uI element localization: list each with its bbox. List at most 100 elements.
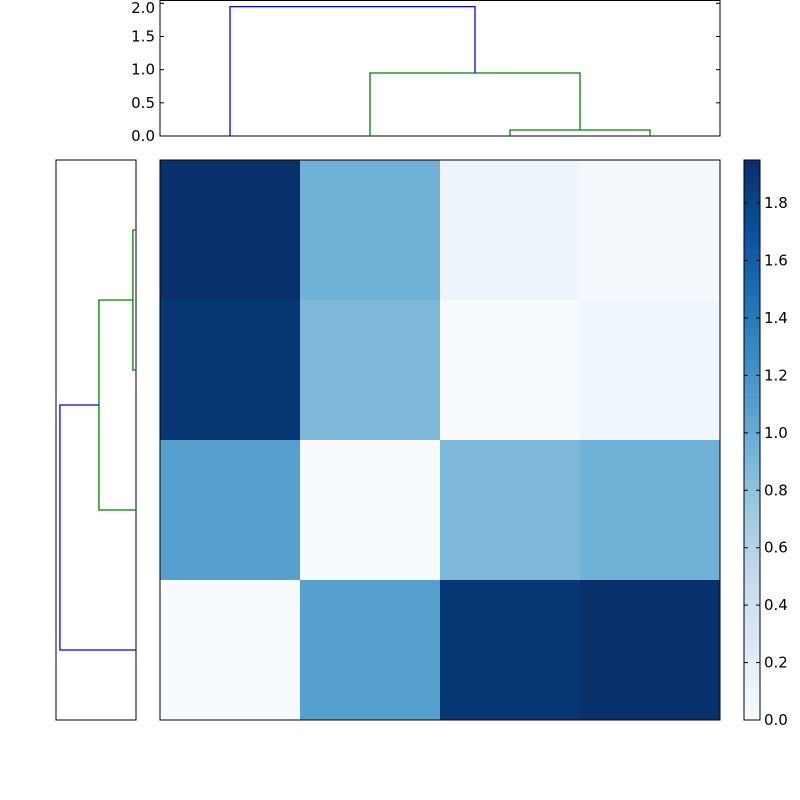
colorbar-segment — [744, 696, 760, 702]
colorbar-segment — [744, 486, 760, 492]
colorbar-segment — [744, 211, 760, 217]
colorbar-frame — [743, 159, 761, 721]
colorbar-tick-label: 0.6 — [764, 539, 788, 557]
colorbar-segment — [744, 188, 760, 194]
colorbar-segment — [744, 575, 760, 581]
heatmap — [159, 159, 721, 721]
colorbar-segment — [744, 547, 760, 553]
heatmap-frame — [159, 159, 721, 721]
colorbar-segment — [744, 664, 760, 670]
heatmap-cell — [160, 160, 301, 301]
colorbar-segment — [744, 300, 760, 306]
heatmap-cell — [160, 580, 301, 721]
dendrogram-link — [369, 72, 581, 136]
left-dendrogram-frame — [55, 159, 137, 721]
colorbar-segment — [744, 444, 760, 450]
colorbar-tick-label: 1.6 — [764, 252, 788, 270]
colorbar-tick-label: 0.0 — [764, 711, 788, 729]
colorbar-segment — [744, 538, 760, 544]
colorbar-segment — [744, 412, 760, 418]
colorbar-segment — [744, 463, 760, 469]
colorbar-segment — [744, 608, 760, 614]
colorbar-segment — [744, 668, 760, 674]
heatmap-cell — [300, 160, 441, 301]
colorbar-segment — [744, 253, 760, 259]
colorbar-segment — [744, 626, 760, 632]
colorbar-segment — [744, 500, 760, 506]
colorbar-segment — [744, 584, 760, 590]
colorbar-segment — [744, 552, 760, 558]
colorbar-segment — [744, 230, 760, 236]
colorbar-segment — [744, 225, 760, 231]
colorbar-segment — [744, 388, 760, 394]
colorbar-segment — [744, 454, 760, 460]
colorbar-segment — [744, 589, 760, 595]
colorbar-segment — [744, 342, 760, 348]
colorbar-segment — [744, 468, 760, 474]
colorbar-tick-label: 1.2 — [764, 366, 788, 384]
colorbar-segment — [744, 631, 760, 637]
colorbar-segment — [744, 276, 760, 282]
colorbar-segment — [744, 435, 760, 441]
colorbar-segment — [744, 561, 760, 567]
colorbar-segment — [744, 580, 760, 586]
colorbar-segment — [744, 416, 760, 422]
colorbar-segment — [744, 272, 760, 278]
colorbar-segment — [744, 393, 760, 399]
colorbar-segment — [744, 505, 760, 511]
colorbar-segment — [744, 174, 760, 180]
colorbar-segment — [744, 178, 760, 184]
colorbar-segment — [744, 421, 760, 427]
colorbar-segment — [744, 426, 760, 432]
colorbar-segment — [744, 244, 760, 250]
dendrogram-link — [59, 404, 136, 651]
colorbar-segment — [744, 510, 760, 516]
colorbar-segment — [744, 351, 760, 357]
colorbar-segment — [744, 365, 760, 371]
heatmap-cell — [300, 300, 441, 441]
colorbar-segment — [744, 281, 760, 287]
colorbar-segment — [744, 267, 760, 273]
colorbar-segment — [744, 337, 760, 343]
colorbar-segment — [744, 197, 760, 203]
colorbar-segment — [744, 603, 760, 609]
dendrogram-link — [509, 129, 651, 136]
colorbar-segment — [744, 528, 760, 534]
colorbar-segment — [744, 309, 760, 315]
colorbar-segment — [744, 598, 760, 604]
colorbar-segment — [744, 491, 760, 497]
colorbar-segment — [744, 183, 760, 189]
colorbar-segment — [744, 440, 760, 446]
colorbar-tick-label: 0.8 — [764, 481, 788, 499]
heatmap-cell — [580, 300, 721, 441]
colorbar-segment — [744, 650, 760, 656]
y-tick-label: 0.5 — [131, 94, 155, 112]
colorbar-segment — [744, 514, 760, 520]
colorbar-segment — [744, 524, 760, 530]
colorbar-segment — [744, 654, 760, 660]
heatmap-cell — [580, 160, 721, 301]
heatmap-cell — [300, 580, 441, 721]
colorbar-segment — [744, 622, 760, 628]
colorbar-segment — [744, 192, 760, 198]
colorbar-segment — [744, 706, 760, 712]
y-tick-label: 1.5 — [131, 27, 155, 45]
heatmap-cell — [440, 300, 581, 441]
colorbar-tick-label: 0.4 — [764, 596, 788, 614]
colorbar-segment — [744, 640, 760, 646]
colorbar-segment — [744, 594, 760, 600]
colorbar-segment — [744, 290, 760, 296]
colorbar-segment — [744, 332, 760, 338]
colorbar-segment — [744, 160, 760, 166]
colorbar-segment — [744, 328, 760, 334]
top-dendrogram: 0.0 0.5 1.0 1.5 2.0 — [131, 0, 721, 145]
heatmap-cell — [580, 580, 721, 721]
colorbar-segment — [744, 262, 760, 268]
y-tick-label: 2.0 — [131, 0, 155, 17]
colorbar-segment — [744, 496, 760, 502]
top-dendrogram-frame — [159, 0, 721, 137]
y-tick-label: 0.0 — [131, 127, 155, 145]
colorbar-segment — [744, 248, 760, 254]
colorbar-segment — [744, 570, 760, 576]
colorbar-segment — [744, 556, 760, 562]
